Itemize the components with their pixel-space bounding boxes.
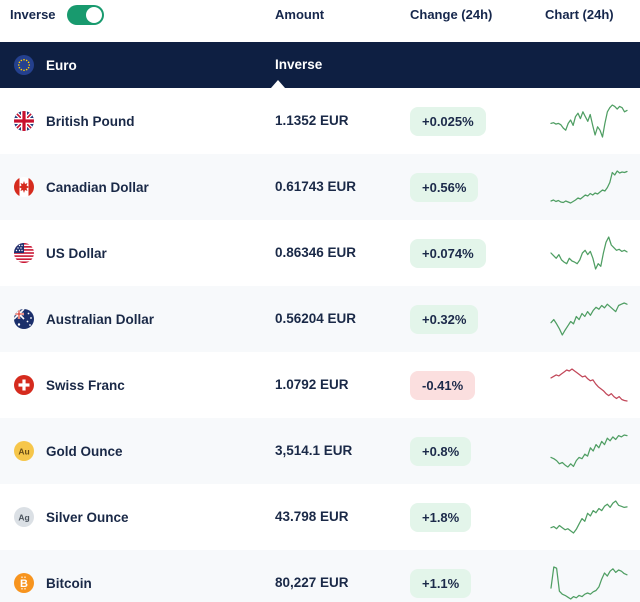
currency-name: Silver Ounce (46, 509, 129, 525)
currency-row-ca[interactable]: Canadian Dollar 0.61743 EUR +0.56% (0, 154, 640, 220)
currency-row-silver[interactable]: Ag Silver Ounce 43.798 EUR +1.8% (0, 484, 640, 550)
change-badge: +0.56% (410, 172, 479, 202)
change-badge: +0.025% (410, 106, 486, 136)
amount-value: 1.1352 EUR (275, 113, 349, 128)
sparkline-chart (548, 564, 640, 602)
sparkline-chart (548, 498, 640, 536)
silver-icon: Ag (14, 507, 34, 527)
currency-name: Gold Ounce (46, 443, 123, 459)
bitcoin-icon: B (14, 573, 34, 593)
sparkline-chart (548, 102, 640, 140)
uk-flag-icon (14, 111, 34, 131)
currency-name: Swiss Franc (46, 377, 125, 393)
currency-row-gold[interactable]: Au Gold Ounce 3,514.1 EUR +0.8% (0, 418, 640, 484)
amount-value: 80,227 EUR (275, 575, 349, 590)
currency-name: Canadian Dollar (46, 179, 149, 195)
table-header: Inverse Amount Change (24h) Chart (24h) (0, 0, 640, 42)
column-header-amount: Amount (275, 7, 325, 22)
eu-flag-icon (14, 55, 34, 75)
switzerland-flag-icon (14, 375, 34, 395)
change-badge: +1.1% (410, 568, 472, 598)
currency-row-us[interactable]: US Dollar 0.86346 EUR +0.074% (0, 220, 640, 286)
currency-name: British Pound (46, 113, 135, 129)
amount-value: 0.61743 EUR (275, 179, 357, 194)
inverse-toggle[interactable] (66, 5, 104, 25)
toggle-knob (85, 7, 102, 23)
currency-row-au[interactable]: Australian Dollar 0.56204 EUR +0.32% (0, 286, 640, 352)
base-currency-name: Euro (46, 57, 77, 73)
amount-value: 1.0792 EUR (275, 377, 349, 392)
sparkline-chart (548, 432, 640, 470)
currency-name: US Dollar (46, 245, 107, 261)
change-badge: -0.41% (410, 370, 476, 400)
change-badge: +0.32% (410, 304, 479, 334)
us-flag-icon (14, 243, 34, 263)
pointer-notch (271, 80, 285, 88)
column-header-chart: Chart (24h) (545, 7, 614, 22)
gold-icon: Au (14, 441, 34, 461)
base-currency-row: Euro Inverse (0, 42, 640, 88)
change-badge: +0.8% (410, 436, 472, 466)
amount-value: 43.798 EUR (275, 509, 349, 524)
sparkline-chart (548, 300, 640, 338)
sparkline-chart (548, 234, 640, 272)
svg-text:Ag: Ag (18, 512, 29, 522)
canada-flag-icon (14, 177, 34, 197)
inverse-toggle-label: Inverse (10, 7, 56, 22)
sparkline-chart (548, 168, 640, 206)
sparkline-chart (548, 366, 640, 404)
change-badge: +1.8% (410, 502, 472, 532)
currency-row-uk[interactable]: British Pound 1.1352 EUR +0.025% (0, 88, 640, 154)
currency-row-ch[interactable]: Swiss Franc 1.0792 EUR -0.41% (0, 352, 640, 418)
amount-value: 3,514.1 EUR (275, 443, 353, 458)
svg-text:B: B (20, 578, 28, 590)
column-header-change: Change (24h) (410, 7, 493, 22)
svg-text:Au: Au (18, 446, 29, 456)
currency-row-btc[interactable]: B Bitcoin 80,227 EUR +1.1% (0, 550, 640, 602)
currency-name: Bitcoin (46, 575, 92, 591)
currency-rows: British Pound 1.1352 EUR +0.025% Canadia… (0, 88, 640, 602)
change-badge: +0.074% (410, 238, 486, 268)
amount-value: 0.86346 EUR (275, 245, 357, 260)
amount-value: 0.56204 EUR (275, 311, 357, 326)
base-amount-label: Inverse (275, 57, 323, 72)
currency-name: Australian Dollar (46, 311, 155, 327)
australia-flag-icon (14, 309, 34, 329)
